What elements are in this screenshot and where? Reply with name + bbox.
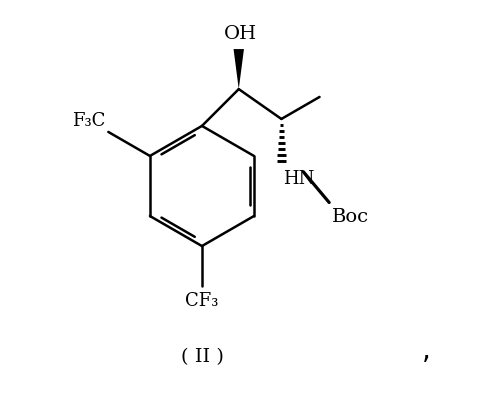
Polygon shape xyxy=(234,50,244,90)
Text: OH: OH xyxy=(224,25,258,43)
Text: Boc: Boc xyxy=(332,207,370,225)
Text: CF₃: CF₃ xyxy=(186,291,218,309)
Text: HN: HN xyxy=(284,170,315,188)
Text: ,: , xyxy=(422,336,430,364)
Text: F₃C: F₃C xyxy=(72,111,105,130)
Text: ( II ): ( II ) xyxy=(180,347,224,365)
